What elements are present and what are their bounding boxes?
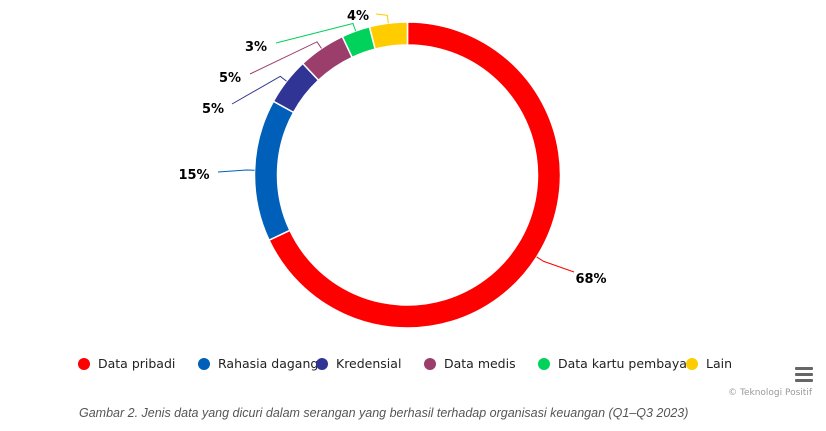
legend-item-data-pribadi[interactable]: Data pribadi [78,356,175,371]
legend-marker-icon [78,357,90,370]
legend-label: Kredensial [336,356,402,371]
legend-label: Data pribadi [98,356,176,371]
menu-bar [795,367,813,370]
data-labels: 68% 15% 5% 5% 3% 4% [178,9,606,287]
legend-item-rahasia-dagang[interactable]: Rahasia dagang [198,356,318,371]
label-connectors [217,13,575,273]
connector-line [536,256,575,273]
connector-line [217,169,255,173]
data-label: 3% [245,40,267,55]
legend-marker-icon [424,357,436,370]
legend-marker-icon [316,357,328,370]
legend-marker-icon [686,357,698,370]
data-label: 5% [219,71,241,86]
donut-slice[interactable] [268,21,562,329]
data-label: 4% [347,9,369,24]
legend-item-kredensial[interactable]: Kredensial [316,356,401,371]
legend-label: Data medis [444,356,516,371]
legend-item-data-medis[interactable]: Data medis [424,356,516,371]
credits-link[interactable]: © Teknologi Positif [728,388,812,398]
connector-line [375,13,389,24]
data-label: 5% [202,102,224,117]
legend-label: Lain [706,356,733,371]
legend-label: Rahasia dagang [218,356,319,371]
legend-marker-icon [198,357,210,370]
donut-chart: 68% 15% 5% 5% 3% 4% [178,9,607,329]
legend-marker-icon [538,357,550,370]
menu-bar [795,379,813,382]
legend-label: Data kartu pembayaran [558,356,690,371]
connector-line [275,22,357,44]
connector-line [231,75,287,105]
donut-slice[interactable] [253,100,295,242]
connector-line [249,41,322,75]
legend-item-lain[interactable]: Lain [686,356,732,371]
hamburger-menu-icon[interactable] [795,367,813,383]
figure-caption: Gambar 2. Jenis data yang dicuri dalam s… [79,406,689,420]
legend-item-data-kartu-pembayaran[interactable]: Data kartu pembayaran [538,356,690,371]
donut-slices [253,21,562,329]
data-label: 68% [575,272,606,287]
data-label: 15% [178,168,209,183]
menu-bar [795,373,813,376]
donut-slice[interactable] [368,21,409,50]
